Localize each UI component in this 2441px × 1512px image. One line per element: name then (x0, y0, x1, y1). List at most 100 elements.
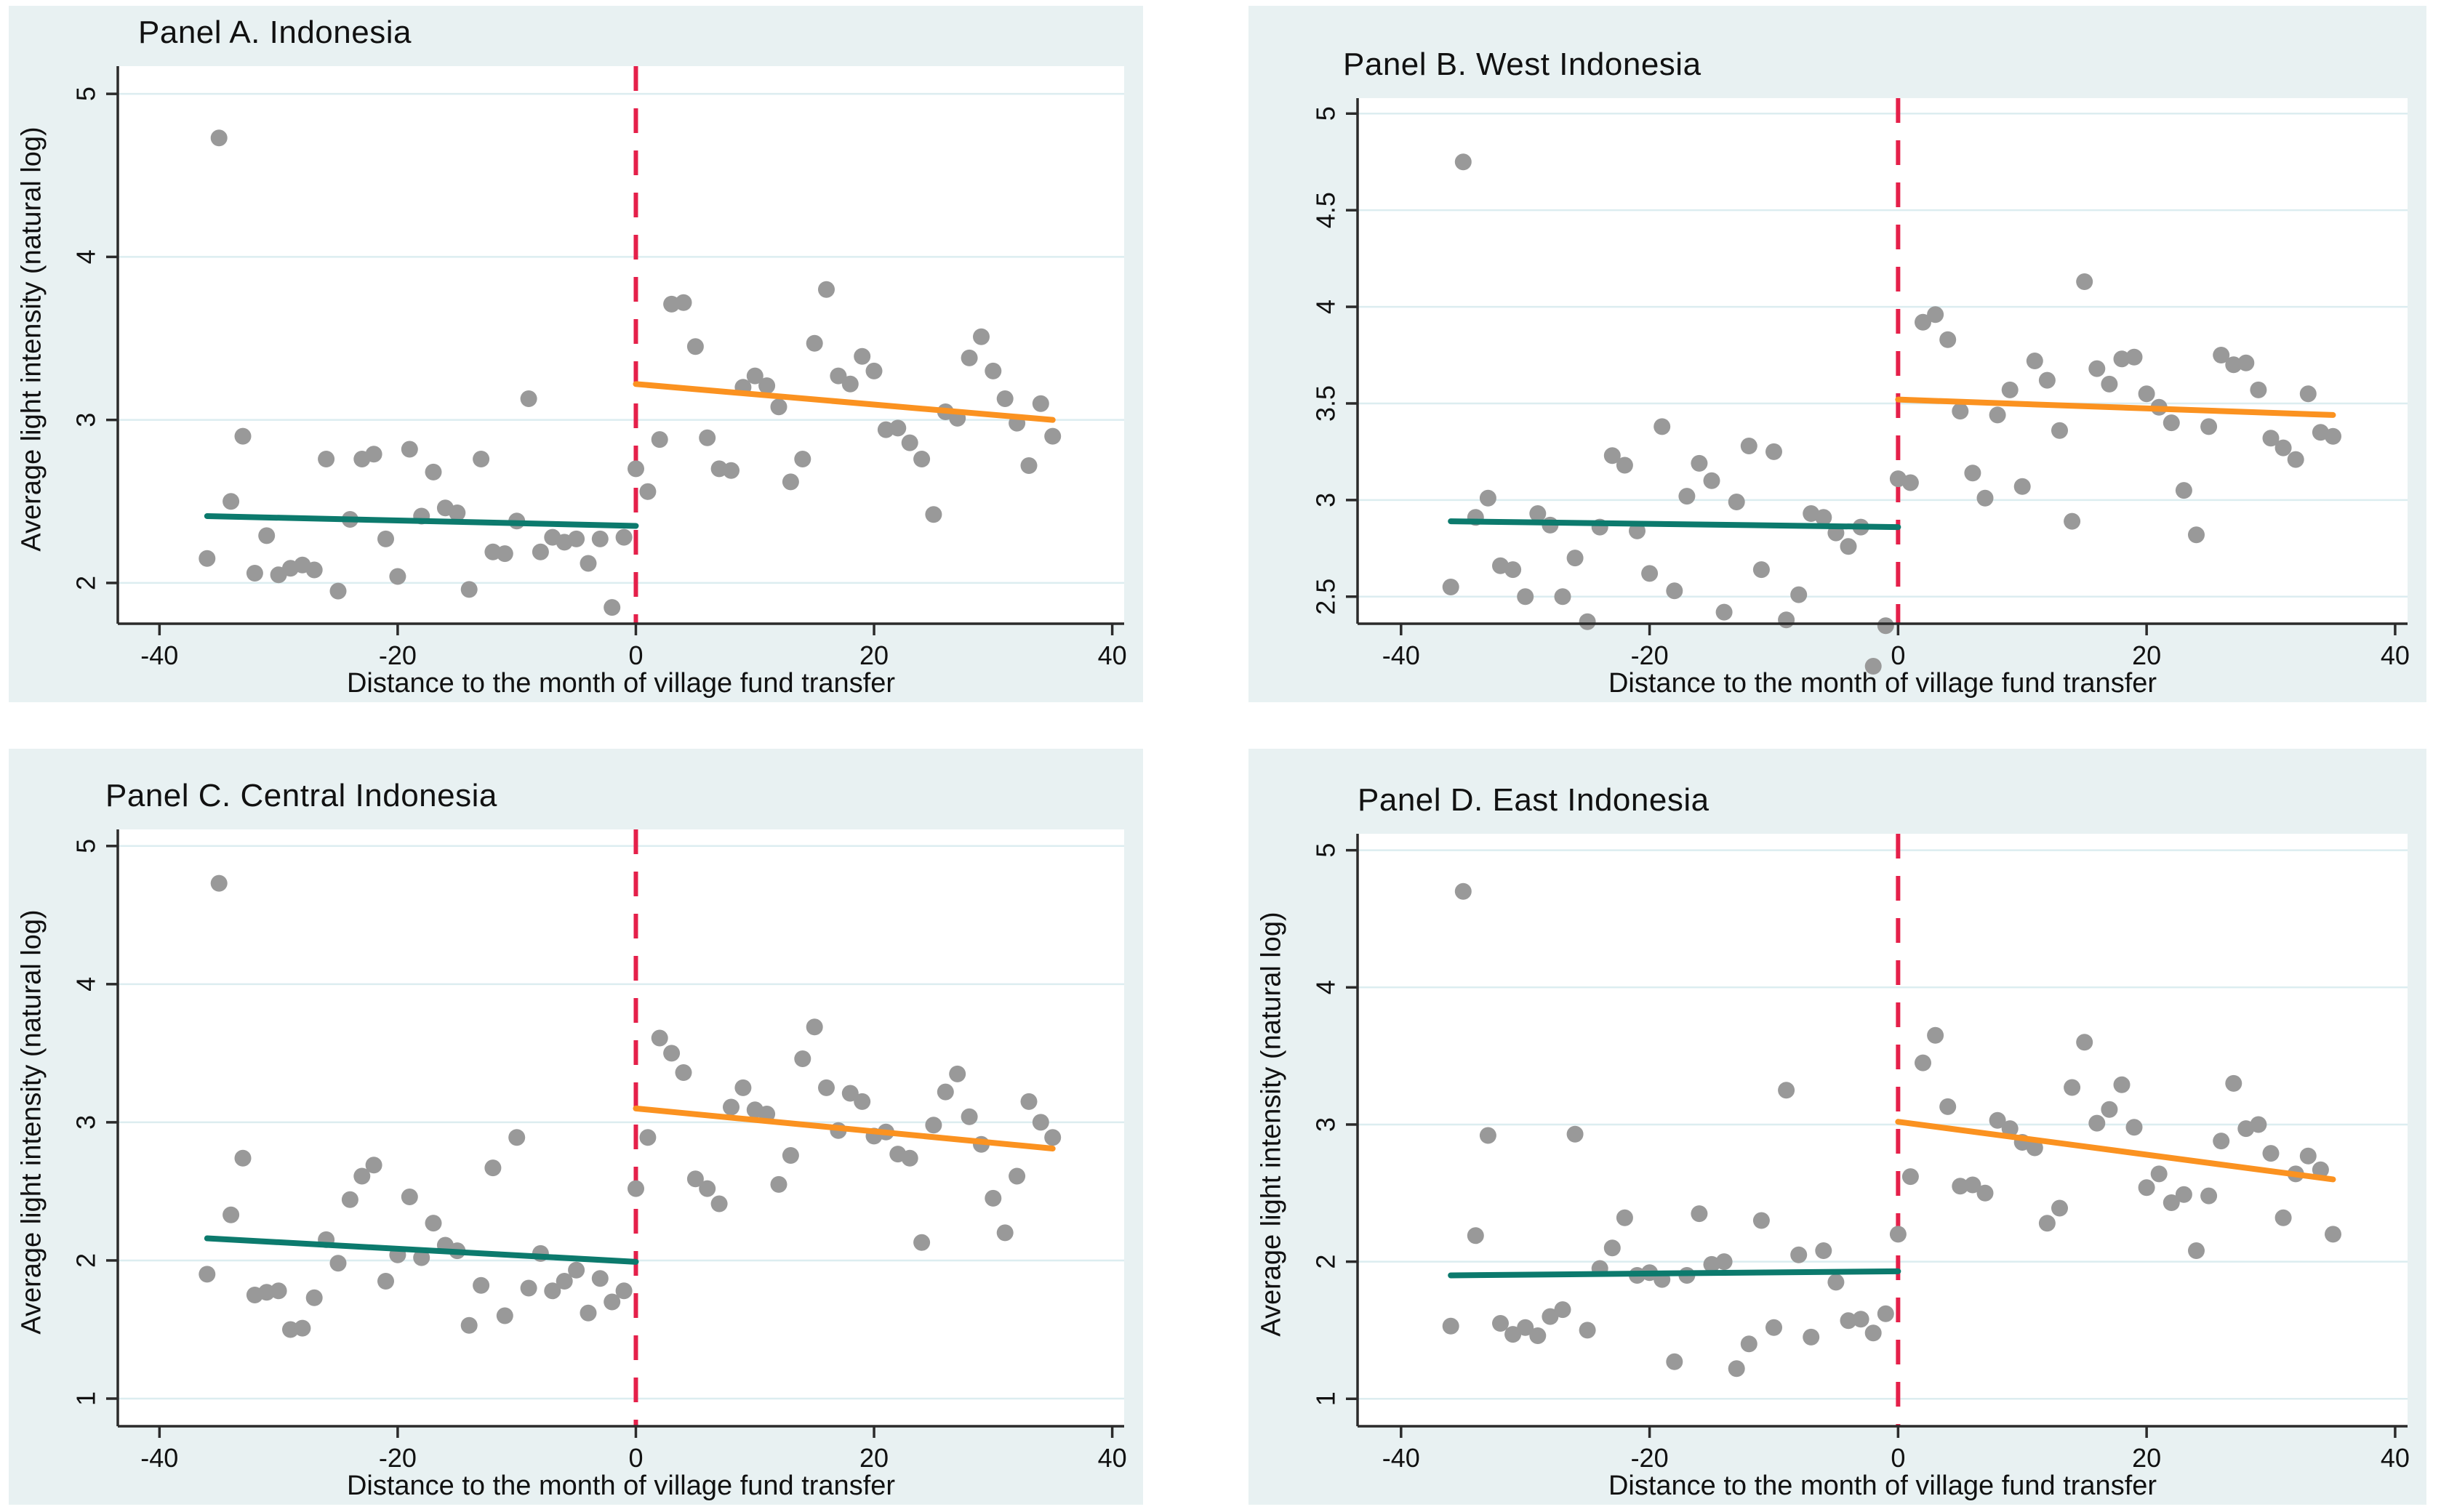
data-point (865, 362, 883, 379)
data-point (1479, 1127, 1496, 1144)
panel-b-title: Panel B. West Indonesia (1343, 47, 1702, 82)
data-point (1442, 1317, 1459, 1335)
pre-treatment-fit-line (204, 512, 639, 529)
x-tick-label: 0 (1891, 1443, 1905, 1473)
data-point (246, 564, 263, 582)
data-point (913, 1234, 931, 1251)
data-point (1976, 1184, 1994, 1202)
panel-b-chart: 2.5 3 3.5 4 4.5 5 -40 -20 0 20 40 (1311, 97, 2410, 675)
data-point (699, 1180, 716, 1197)
data-point (1020, 457, 1038, 474)
data-point (508, 1128, 526, 1146)
data-point (2213, 346, 2230, 363)
panel-b-plot-region: 2.5 3 3.5 4 4.5 5 -40 -20 0 20 40 Distance to the … (1248, 87, 2426, 702)
data-point (996, 390, 1014, 407)
data-point (1939, 1098, 1957, 1115)
data-point (2026, 352, 2043, 369)
data-point (2088, 360, 2106, 377)
data-point (1044, 1128, 1062, 1146)
data-point (1976, 489, 1994, 507)
data-point (1616, 1209, 1633, 1226)
y-tick-label: 2 (1311, 1254, 1341, 1268)
data-point (329, 582, 347, 600)
data-point (2064, 1079, 2081, 1096)
y-tick-label: 3 (1311, 492, 1341, 507)
data-point (473, 450, 490, 467)
panel-b-x-axis-title: Distance to the month of village fund tr… (1608, 668, 2157, 699)
data-point (2262, 1144, 2280, 1162)
data-point (460, 1316, 478, 1334)
data-point (401, 441, 418, 458)
data-point (449, 504, 466, 521)
data-point (1032, 1113, 1049, 1130)
data-point (1566, 1125, 1584, 1143)
y-tick-label: 4 (71, 249, 101, 264)
data-point (1852, 1310, 1869, 1327)
data-point (1728, 493, 1745, 510)
x-tick-label: 40 (2381, 640, 2410, 670)
y-tick-label: 3 (71, 412, 101, 427)
data-point (770, 1175, 787, 1193)
data-point (1752, 560, 1770, 578)
data-point (2125, 1118, 2143, 1135)
data-point (377, 1272, 394, 1290)
x-tick-label: 20 (2132, 1443, 2161, 1473)
data-point (2051, 422, 2068, 439)
post-treatment-fit-line (1895, 396, 2336, 418)
axes (1356, 97, 2408, 625)
data-point (2051, 1199, 2068, 1217)
data-point (1915, 313, 1931, 331)
data-point (556, 1272, 573, 1290)
data-point (1989, 406, 2006, 423)
data-point (1740, 1335, 1757, 1352)
data-point (2076, 1033, 2093, 1050)
data-point (305, 1289, 323, 1306)
data-point (1815, 508, 1832, 526)
data-point (1864, 1324, 1882, 1341)
data-point (365, 1156, 382, 1173)
data-point (2213, 1132, 2230, 1149)
y-tick-label: 5 (71, 87, 101, 101)
x-tick-label: -20 (1631, 1443, 1669, 1473)
data-point (1815, 1242, 1832, 1259)
panel-c-chart: 1 2 3 4 5 -40 -20 0 20 40 (71, 829, 1127, 1473)
data-point (2287, 451, 2304, 468)
data-point (2138, 385, 2155, 402)
data-point (794, 450, 811, 467)
data-point (2175, 1186, 2192, 1203)
data-point (199, 550, 216, 567)
data-point (604, 598, 621, 616)
y-tick-label: 2.5 (1311, 578, 1341, 614)
data-point (223, 492, 240, 510)
data-point (686, 337, 704, 355)
data-point (1740, 437, 1757, 454)
data-point (901, 434, 918, 451)
data-point (746, 367, 763, 385)
panel-d: Panel D. East Indonesia 1 2 3 4 5 -40 -20 0 20 40… (1248, 749, 2426, 1505)
data-point (2325, 1225, 2341, 1242)
gridlines (118, 92, 1124, 584)
data-point (1927, 305, 1944, 323)
x-tick-label: 40 (1098, 640, 1127, 670)
data-point (2250, 381, 2267, 398)
data-point (1889, 1225, 1907, 1242)
data-point (937, 1083, 954, 1101)
data-point (1579, 1321, 1596, 1338)
data-point (2038, 371, 2056, 389)
y-tick-label: 5 (1311, 106, 1341, 121)
data-point (2138, 1178, 2155, 1196)
y-tick-label: 4.5 (1311, 192, 1341, 228)
data-point (699, 429, 716, 446)
data-point (1454, 153, 1472, 170)
data-point (1864, 657, 1882, 675)
data-point (1803, 1328, 1820, 1346)
data-point (2225, 1074, 2242, 1092)
y-tick-label: 4 (71, 976, 101, 991)
pre-treatment-fit-line (1448, 518, 1901, 530)
x-tick-label: 0 (1891, 640, 1905, 670)
data-point (1542, 1308, 1559, 1325)
data-point (1778, 611, 1795, 628)
x-tick-label: -20 (1631, 640, 1669, 670)
tick-marks-and-labels: 2 3 4 5 -40 -20 0 20 40 (71, 87, 1127, 670)
